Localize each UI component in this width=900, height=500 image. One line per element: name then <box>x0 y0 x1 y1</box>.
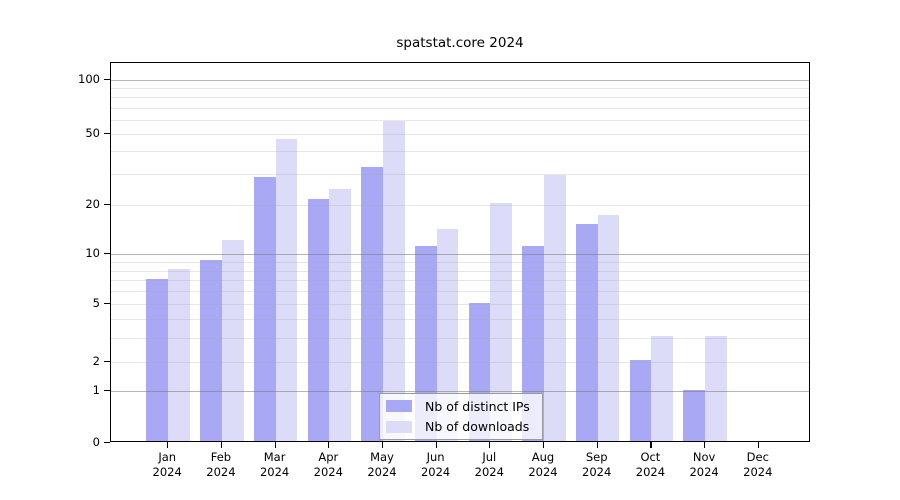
gridline-minor <box>111 97 809 99</box>
gridline-minor <box>111 173 809 175</box>
bar-downloads <box>544 174 566 441</box>
x-axis-tick-mark <box>274 442 276 448</box>
x-axis-tick-mark <box>328 442 330 448</box>
gridline-minor <box>111 151 809 153</box>
bar-distinct-ips <box>253 177 276 441</box>
y-axis-tick-mark <box>104 360 110 362</box>
y-axis-tick-mark <box>104 78 110 80</box>
bar-downloads <box>490 203 513 441</box>
x-axis-tick-mark <box>596 442 598 448</box>
bar-distinct-ips <box>683 389 706 441</box>
gridline-minor <box>111 107 809 109</box>
x-axis-tick-mark <box>489 442 491 448</box>
x-axis-tick-label: Jun 2024 <box>420 450 451 479</box>
x-axis-tick-mark <box>650 442 652 448</box>
y-axis-tick-label: 5 <box>92 296 100 310</box>
gridline-minor <box>111 87 809 89</box>
bar-downloads <box>597 214 620 441</box>
x-axis-tick-label: Mar 2024 <box>259 450 290 479</box>
y-axis-tick-label: 2 <box>92 353 100 368</box>
y-axis-tick-label: 1 <box>92 383 100 397</box>
legend-label-distinct-ips: Nb of distinct IPs <box>425 398 530 414</box>
gridline-minor <box>111 361 809 363</box>
gridline-minor <box>111 204 809 206</box>
x-axis-tick-mark <box>167 442 169 448</box>
x-axis-tick-mark <box>757 442 759 448</box>
y-axis-tick-mark <box>104 133 110 135</box>
gridline-major <box>111 254 809 255</box>
x-axis-tick-label: Aug 2024 <box>528 450 558 479</box>
bar-distinct-ips <box>361 167 383 441</box>
plot-area: Nb of distinct IPs Nb of downloads <box>110 62 810 442</box>
y-axis-tick-mark <box>104 253 110 255</box>
x-axis-tick-label: Feb 2024 <box>206 450 236 479</box>
bar-distinct-ips <box>629 360 652 441</box>
legend-swatch-downloads <box>386 420 412 433</box>
bar-downloads <box>705 336 727 441</box>
x-axis-tick-label: Oct 2024 <box>635 450 666 479</box>
gridline-major <box>111 391 809 392</box>
legend-swatch-distinct-ips <box>386 400 412 413</box>
x-axis-tick-mark <box>382 442 384 448</box>
bar-distinct-ips <box>414 245 437 441</box>
x-axis-tick-mark <box>435 442 437 448</box>
gridline-minor <box>111 304 809 305</box>
x-axis-tick-label: Nov 2024 <box>689 450 719 479</box>
x-axis-tick-label: Jul 2024 <box>474 450 504 479</box>
x-axis-tick-mark <box>543 442 545 448</box>
gridline-minor <box>111 337 809 339</box>
x-axis-tick-label: Dec 2024 <box>743 450 773 479</box>
bar-distinct-ips <box>200 260 222 441</box>
legend: Nb of distinct IPs Nb of downloads <box>379 393 543 440</box>
gridline-minor <box>111 270 809 272</box>
y-axis-tick-mark <box>104 303 110 305</box>
bar-downloads <box>651 336 674 441</box>
gridline-minor <box>111 280 809 282</box>
legend-item-downloads: Nb of downloads <box>386 419 536 434</box>
y-axis-tick-mark <box>104 203 110 205</box>
gridline-minor <box>111 119 809 121</box>
legend-label-downloads: Nb of downloads <box>425 419 530 435</box>
bar-distinct-ips <box>307 199 330 441</box>
legend-item-distinct-ips: Nb of distinct IPs <box>386 399 536 414</box>
x-axis-tick-label: May 2024 <box>367 450 397 479</box>
gridline-major <box>111 79 809 81</box>
gridline-minor <box>111 261 809 263</box>
bar-downloads <box>275 139 298 441</box>
x-axis-tick-label: Jan 2024 <box>152 450 182 479</box>
x-axis-tick-label: Apr 2024 <box>313 450 343 479</box>
y-axis-tick-mark <box>104 441 110 443</box>
y-axis-tick-mark <box>104 390 110 392</box>
y-axis-tick-label: 0 <box>92 434 100 449</box>
bar-downloads <box>168 269 190 441</box>
y-axis-tick-label: 50 <box>85 126 100 140</box>
x-axis-tick-mark <box>220 442 223 448</box>
bar-downloads <box>221 239 244 441</box>
gridline-minor <box>111 291 809 293</box>
x-axis-tick-mark <box>704 442 706 448</box>
chart-title: spatstat.core 2024 <box>396 35 524 51</box>
bar-downloads <box>436 228 459 441</box>
gridline-minor <box>111 319 809 321</box>
bar-downloads <box>383 120 405 441</box>
bar-distinct-ips <box>522 245 544 441</box>
gridline-minor <box>111 134 809 135</box>
bar-distinct-ips <box>575 223 598 441</box>
y-axis-tick-label: 20 <box>85 196 100 211</box>
y-axis-tick-label: 10 <box>85 246 100 260</box>
bar-distinct-ips <box>146 278 169 441</box>
x-axis-tick-label: Sep 2024 <box>582 450 612 479</box>
bar-downloads <box>329 189 352 441</box>
y-axis-tick-label: 100 <box>78 71 100 86</box>
